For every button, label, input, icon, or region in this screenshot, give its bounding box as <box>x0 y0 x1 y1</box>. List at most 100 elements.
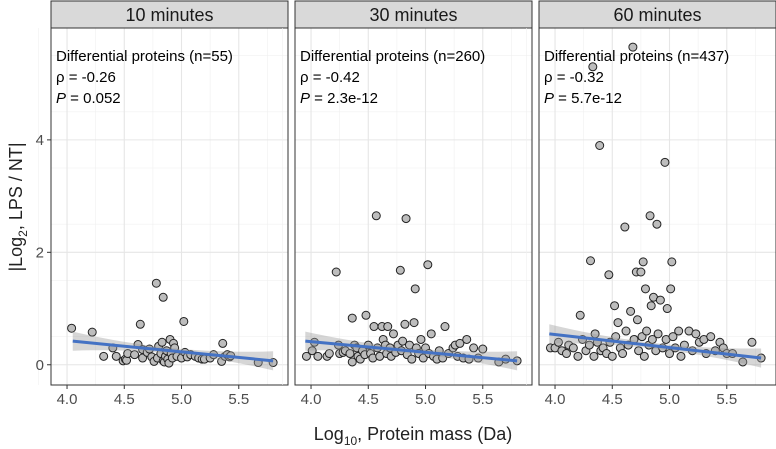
data-point <box>588 62 598 72</box>
data-point <box>395 265 405 275</box>
data-point <box>407 354 417 364</box>
regression-line <box>305 339 518 363</box>
y-axis-title: |Log2, LPS / NT| <box>6 142 30 271</box>
data-point <box>655 295 665 305</box>
facet-title: 30 minutes <box>369 5 457 25</box>
y-tick-label: 4 <box>36 132 44 149</box>
annotation-rho: ρ = -0.32 <box>544 69 604 86</box>
regression-line <box>72 339 274 363</box>
data-point <box>595 141 605 151</box>
data-point <box>636 267 646 277</box>
facet-title: 10 minutes <box>125 5 213 25</box>
data-point <box>626 306 636 316</box>
regression-line <box>549 332 762 360</box>
data-point <box>130 350 140 360</box>
x-axis-title: Log10, Protein mass (Da) <box>314 424 512 448</box>
x-tick-label: 5.5 <box>716 391 737 408</box>
data-point <box>568 343 578 353</box>
data-point <box>369 322 379 332</box>
data-point <box>653 329 663 339</box>
data-point <box>218 338 228 348</box>
annotation-pvalue: P = 5.7e-12 <box>544 90 622 107</box>
data-point <box>426 329 436 339</box>
data-point <box>621 326 631 336</box>
data-point <box>584 340 594 350</box>
x-tick-label: 5.0 <box>415 391 436 408</box>
data-point <box>455 338 465 348</box>
data-point <box>313 351 323 361</box>
data-point <box>738 357 748 367</box>
data-point <box>668 332 678 342</box>
facet-panel-3: 60 minutes Differential proteins (n=437) ρ… <box>526 0 776 408</box>
data-point <box>462 334 472 344</box>
data-point <box>706 332 716 342</box>
data-point <box>111 351 121 361</box>
facet-strip <box>50 0 289 29</box>
x-tick-label: 4.0 <box>57 391 78 408</box>
data-point <box>638 257 648 267</box>
data-point <box>423 260 433 270</box>
data-point <box>652 219 662 229</box>
panel-border <box>538 27 776 386</box>
data-point <box>416 334 426 344</box>
y-tick-label: 0 <box>36 357 44 374</box>
data-point <box>301 351 311 361</box>
x-axis-title-rest: , Protein mass (Da) <box>357 424 512 444</box>
x-tick-label: 4.5 <box>114 391 135 408</box>
p-label: P <box>56 90 66 107</box>
y-axis-title-rest: , LPS / NT| <box>6 142 26 230</box>
data-point <box>660 157 670 167</box>
data-point <box>398 336 408 346</box>
data-point <box>674 326 684 336</box>
data-point <box>324 349 334 359</box>
x-tick-label: 4.5 <box>602 391 623 408</box>
x-tick-label: 4.0 <box>301 391 322 408</box>
facet-title: 60 minutes <box>613 5 701 25</box>
data-point <box>331 267 341 277</box>
data-point <box>640 284 650 294</box>
data-point <box>632 315 642 325</box>
p-label: P <box>300 90 310 107</box>
facet-panel-1: 10 minutes Differential proteins (n=55) ρ … <box>36 0 289 408</box>
data-point <box>620 222 630 232</box>
data-point <box>553 337 563 347</box>
x-tick-label: 4.5 <box>358 391 379 408</box>
x-tick-label: 5.5 <box>472 391 493 408</box>
data-point <box>639 351 649 361</box>
data-point <box>642 326 652 336</box>
data-point <box>647 334 657 344</box>
facet-strip <box>294 0 533 29</box>
y-tick-label: 2 <box>36 244 44 261</box>
data-point <box>613 318 623 328</box>
data-point <box>662 304 672 314</box>
p-value: = 0.052 <box>66 90 121 107</box>
x-axis-title-main: Log <box>314 424 344 444</box>
data-point <box>157 337 167 347</box>
annotation-count: Differential proteins (n=437) <box>544 48 729 65</box>
data-point <box>586 256 596 266</box>
data-point <box>347 357 357 367</box>
data-point <box>645 211 655 221</box>
data-point <box>618 349 628 359</box>
data-point <box>747 337 757 347</box>
data-point <box>440 322 450 332</box>
data-point <box>676 351 686 361</box>
data-point <box>646 301 656 311</box>
data-point <box>469 343 479 353</box>
data-point <box>666 284 676 294</box>
data-point <box>691 329 701 339</box>
data-point <box>371 211 381 221</box>
data-point <box>67 323 77 333</box>
data-point <box>634 346 644 356</box>
annotation-count: Differential proteins (n=260) <box>300 48 485 65</box>
data-point <box>401 214 411 224</box>
x-tick-label: 5.5 <box>228 391 249 408</box>
data-point <box>667 257 677 267</box>
x-tick-label: 4.0 <box>545 391 566 408</box>
panel-border <box>50 27 289 386</box>
data-point <box>478 344 488 354</box>
data-point <box>610 301 620 311</box>
data-point <box>561 349 571 359</box>
